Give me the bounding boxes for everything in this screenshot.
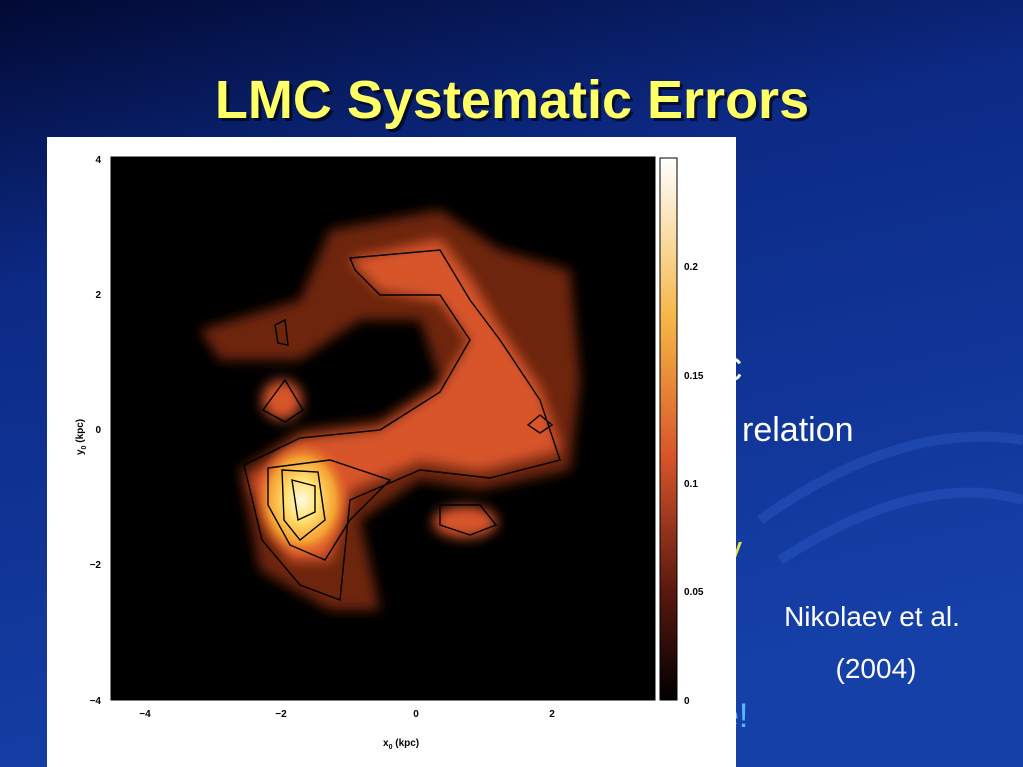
x-tick-label: −4 <box>139 709 151 720</box>
x-axis-label: x0 (kpc) <box>383 738 419 751</box>
heatmap-peak <box>254 440 350 560</box>
colorbar-tick-label: 0.2 <box>684 262 698 273</box>
label-unit: (kpc) <box>75 419 86 446</box>
bullet: relation <box>742 411 854 449</box>
label-main: x <box>383 738 389 749</box>
x-tick-label: −2 <box>275 709 287 720</box>
title-shadow: LMC Systematic Errors <box>218 73 812 133</box>
y-axis-label: y0 (kpc) <box>75 419 88 455</box>
y-tick-label: −2 <box>90 560 102 571</box>
colorbar-tick-label: 0.15 <box>684 371 704 382</box>
y-tick-label: 0 <box>95 425 101 436</box>
x-tick-label: 2 <box>549 709 555 720</box>
colorbar-tick-label: 0 <box>684 696 690 707</box>
label-main: y <box>75 449 86 455</box>
y-tick-label: 2 <box>95 290 101 301</box>
contours <box>243 249 561 601</box>
x-tick-label: 0 <box>413 709 419 720</box>
y-tick-label: 4 <box>95 155 101 166</box>
colorbar-tick-label: 0.1 <box>684 479 698 490</box>
colorbar <box>659 157 678 701</box>
title: LMC Systematic Errors <box>215 70 809 130</box>
label-sub: 0 <box>81 445 88 449</box>
caption: (2004) <box>836 653 917 684</box>
y-tick-label: −4 <box>90 696 102 707</box>
decor <box>757 431 1023 565</box>
y-ticks: 4 2 0 −2 −4 −4 −2 0 2 0.2 0.15 0.1 0.05 … <box>90 155 704 720</box>
caption: Nikolaev et al. <box>784 601 960 632</box>
colorbar-tick-label: 0.05 <box>684 587 704 598</box>
label-sub: 0 <box>389 744 393 751</box>
plot-frame <box>110 156 656 701</box>
label-unit: (kpc) <box>392 738 419 749</box>
